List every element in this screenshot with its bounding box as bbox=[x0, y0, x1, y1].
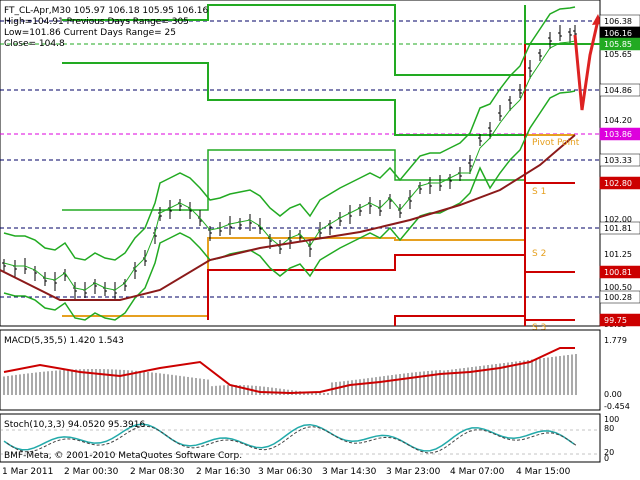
price-badge-bg bbox=[599, 290, 640, 304]
header-line-1: FT_CL-Apr,M30 105.97 106.18 105.95 106.1… bbox=[4, 6, 209, 16]
time-label: 2 Mar 08:30 bbox=[130, 467, 185, 477]
bollinger-middle bbox=[3, 40, 576, 291]
stoch-label: Stoch(10,3,3) 94.0520 95.3916 bbox=[4, 420, 145, 430]
macd-tick: 0.00 bbox=[604, 390, 622, 399]
macd-label: MACD(5,35,5) 1.420 1.543 bbox=[4, 336, 124, 346]
price-pane[interactable] bbox=[0, 0, 601, 327]
time-label: 2 Mar 16:30 bbox=[196, 467, 251, 477]
price-tick: 101.25 bbox=[604, 250, 632, 259]
time-label: 4 Mar 07:00 bbox=[450, 467, 505, 477]
price-tick: 104.20 bbox=[604, 116, 632, 125]
price-tick: 100.50 bbox=[604, 283, 632, 292]
bollinger-upper bbox=[3, 6, 576, 261]
s3-label: S 3 bbox=[532, 323, 546, 333]
price-badge-bg bbox=[599, 37, 640, 51]
price-badge-text: 103.86 bbox=[604, 130, 632, 139]
forecast-arrow bbox=[573, 19, 600, 111]
pivot-point-label: Pivot Point bbox=[532, 138, 580, 148]
price-badge-bg bbox=[599, 221, 640, 235]
header-line-2: High=104.91 Previous Days Range= 305 bbox=[4, 17, 189, 27]
time-label: 3 Mar 14:30 bbox=[322, 467, 377, 477]
price-badge-bg bbox=[599, 313, 640, 327]
macd-tick: -0.454 bbox=[604, 402, 630, 411]
stoch-tick: 20 bbox=[604, 448, 614, 457]
price-badge-text: 102.80 bbox=[604, 179, 632, 188]
copyright-text: BMF-Meta, © 2001-2010 MetaQuotes Softwar… bbox=[4, 451, 242, 461]
stoch-main-line bbox=[3, 423, 575, 452]
time-label: 3 Mar 06:30 bbox=[258, 467, 313, 477]
moving-average-line bbox=[0, 134, 576, 301]
price-badge-text: 99.75 bbox=[604, 316, 627, 325]
price-badge-text: 104.86 bbox=[604, 86, 632, 95]
price-badge-bg bbox=[599, 153, 640, 167]
price-badge-bg bbox=[599, 83, 640, 97]
time-label: 1 Mar 2011 bbox=[2, 467, 53, 477]
stoch-signal-line bbox=[6, 425, 578, 454]
price-badge-text: 100.28 bbox=[604, 293, 632, 302]
time-label: 4 Mar 15:00 bbox=[516, 467, 571, 477]
price-tick: 102.00 bbox=[604, 215, 632, 224]
macd-signal-line bbox=[3, 347, 575, 395]
stoch-tick: 100 bbox=[604, 415, 619, 424]
header-line-4: Close= 104.8 bbox=[4, 39, 65, 49]
price-badge-text: 100.81 bbox=[604, 268, 632, 277]
price-badge-bg bbox=[599, 176, 640, 190]
s1-label: S 1 bbox=[532, 187, 546, 197]
macd-series bbox=[3, 347, 577, 395]
stoch-tick: 0 bbox=[604, 454, 609, 463]
price-badge-text: 103.33 bbox=[604, 156, 632, 165]
macd-tick: 1.779 bbox=[604, 336, 627, 345]
price-badge-text: 106.38 bbox=[604, 17, 632, 26]
forecast-arrow-head bbox=[592, 14, 602, 25]
s2-label: S 2 bbox=[532, 249, 546, 259]
price-badge-text: 106.16 bbox=[604, 29, 632, 38]
price-badge-text: 101.81 bbox=[604, 224, 632, 233]
header-line-3: Low=101.86 Current Days Range= 25 bbox=[4, 28, 176, 38]
price-tick: 105.65 bbox=[604, 50, 632, 59]
price-badges: 106.38 106.16 105.85 104.86 103.86 103.33 102.… bbox=[599, 14, 640, 327]
price-badge-bg bbox=[599, 265, 640, 279]
time-label: 2 Mar 00:30 bbox=[64, 467, 119, 477]
bollinger-lower bbox=[3, 90, 576, 321]
stoch-tick: 80 bbox=[604, 424, 614, 433]
price-badge-bg bbox=[599, 127, 640, 141]
time-axis: 1 Mar 2011 2 Mar 00:30 2 Mar 08:30 2 Mar… bbox=[2, 467, 571, 477]
time-label: 3 Mar 23:00 bbox=[386, 467, 441, 477]
price-badge-text: 105.85 bbox=[604, 40, 632, 49]
price-series bbox=[0, 4, 602, 326]
stoch-series bbox=[0, 423, 600, 455]
